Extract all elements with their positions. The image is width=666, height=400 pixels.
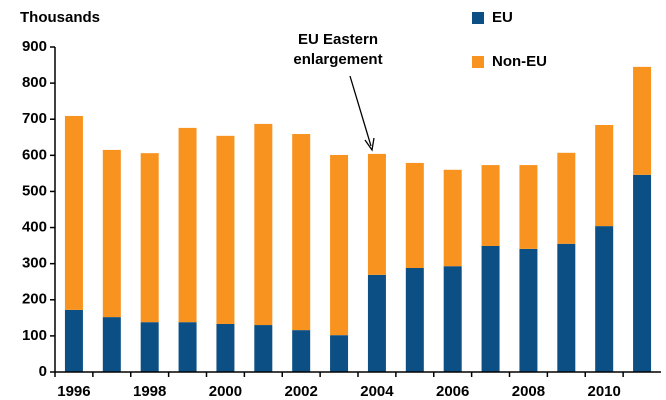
bar-segment (102, 317, 121, 372)
bar-segment (292, 134, 311, 331)
annotation-arrow (349, 75, 372, 147)
y-tick-label: 500 (22, 182, 47, 199)
bar-segment (595, 125, 614, 227)
annotation: enlargement (293, 51, 382, 68)
bar-segment (254, 325, 273, 372)
legend-swatch (472, 56, 484, 68)
x-tick-label: 1998 (133, 383, 166, 400)
x-tick-label: 1996 (57, 383, 90, 400)
bar-segment (557, 243, 576, 372)
annotation-arrowhead (364, 137, 375, 152)
bar-segment (140, 322, 159, 372)
legend-label: Non-EU (492, 53, 547, 70)
bar-segment (254, 123, 273, 326)
bar-segment (330, 335, 349, 372)
x-tick-label: 2010 (588, 383, 621, 400)
x-tick-label: 2006 (436, 383, 469, 400)
x-tick-label: 2008 (512, 383, 545, 400)
y-axis-label: Thousands (20, 9, 100, 26)
bar-segment (633, 174, 652, 372)
bar-segment (292, 330, 311, 372)
x-tick-label: 2000 (209, 383, 242, 400)
legend-swatch (472, 12, 484, 24)
bar-segment (140, 153, 159, 323)
bar-segment (216, 135, 235, 324)
bar-segment (405, 268, 424, 372)
bar-segment (405, 162, 424, 268)
bar-segment (633, 66, 652, 175)
bar-segment (64, 309, 83, 372)
bar-segment (216, 323, 235, 372)
bar-segment (330, 154, 349, 336)
x-tick-label: 2004 (360, 383, 394, 400)
annotation: EU Eastern (298, 31, 378, 48)
bar-segment (102, 149, 121, 318)
legend-label: EU (492, 9, 513, 26)
bar-segment (367, 274, 386, 372)
y-tick-label: 700 (22, 110, 47, 127)
y-tick-label: 900 (22, 38, 47, 55)
bar-segment (64, 115, 83, 310)
bar-segment (557, 152, 576, 244)
bar-segment (481, 165, 500, 246)
y-tick-label: 100 (22, 327, 47, 344)
y-tick-label: 0 (39, 363, 47, 380)
bar-segment (481, 245, 500, 372)
bar-segment (367, 153, 386, 275)
bar-segment (519, 248, 538, 372)
y-tick-label: 300 (22, 255, 47, 272)
bar-segment (178, 322, 197, 372)
y-tick-label: 200 (22, 291, 47, 308)
y-tick-label: 800 (22, 74, 47, 91)
x-tick-label: 2002 (285, 383, 318, 400)
bar-segment (519, 165, 538, 249)
bar-segment (443, 169, 462, 267)
bar-segment (443, 266, 462, 372)
bar-segment (178, 127, 197, 323)
y-tick-label: 400 (22, 219, 47, 236)
y-tick-label: 600 (22, 146, 47, 163)
bar-segment (595, 226, 614, 372)
